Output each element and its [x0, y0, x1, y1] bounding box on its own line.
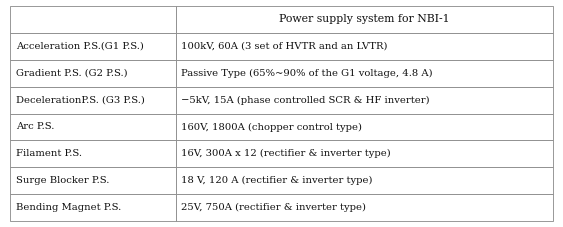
Text: Power supply system for NBI-1: Power supply system for NBI-1	[279, 14, 450, 24]
Text: Arc P.S.: Arc P.S.	[16, 123, 54, 131]
Text: 160V, 1800A (chopper control type): 160V, 1800A (chopper control type)	[181, 122, 363, 131]
Text: 100kV, 60A (3 set of HVTR and an LVTR): 100kV, 60A (3 set of HVTR and an LVTR)	[181, 42, 388, 51]
Bar	[176, 168, 553, 194]
Bar	[10, 33, 176, 59]
Bar	[10, 6, 176, 33]
Bar	[176, 6, 553, 33]
Text: Gradient P.S. (G2 P.S.): Gradient P.S. (G2 P.S.)	[16, 69, 127, 78]
Bar	[176, 114, 553, 141]
Text: Bending Magnet P.S.: Bending Magnet P.S.	[16, 203, 121, 212]
Bar	[10, 114, 176, 141]
Bar	[10, 141, 176, 167]
Text: Acceleration P.S.(G1 P.S.): Acceleration P.S.(G1 P.S.)	[16, 42, 144, 51]
Text: 16V, 300A x 12 (rectifier & inverter type): 16V, 300A x 12 (rectifier & inverter typ…	[181, 149, 391, 158]
Bar	[176, 141, 553, 167]
Bar	[10, 194, 176, 221]
Text: Filament P.S.: Filament P.S.	[16, 149, 82, 158]
Text: Passive Type (65%~90% of the G1 voltage, 4.8 A): Passive Type (65%~90% of the G1 voltage,…	[181, 69, 433, 78]
Bar	[176, 33, 553, 59]
Bar	[176, 86, 553, 114]
Bar	[10, 59, 176, 86]
Text: −5kV, 15A (phase controlled SCR & HF inverter): −5kV, 15A (phase controlled SCR & HF inv…	[181, 96, 430, 105]
Bar	[176, 59, 553, 86]
Text: 18 V, 120 A (rectifier & inverter type): 18 V, 120 A (rectifier & inverter type)	[181, 176, 373, 185]
Text: DecelerationP.S. (G3 P.S.): DecelerationP.S. (G3 P.S.)	[16, 96, 145, 104]
Bar	[10, 168, 176, 194]
Bar	[176, 194, 553, 221]
Text: Surge Blocker P.S.: Surge Blocker P.S.	[16, 176, 109, 185]
Text: 25V, 750A (rectifier & inverter type): 25V, 750A (rectifier & inverter type)	[181, 203, 367, 212]
Bar	[10, 86, 176, 114]
